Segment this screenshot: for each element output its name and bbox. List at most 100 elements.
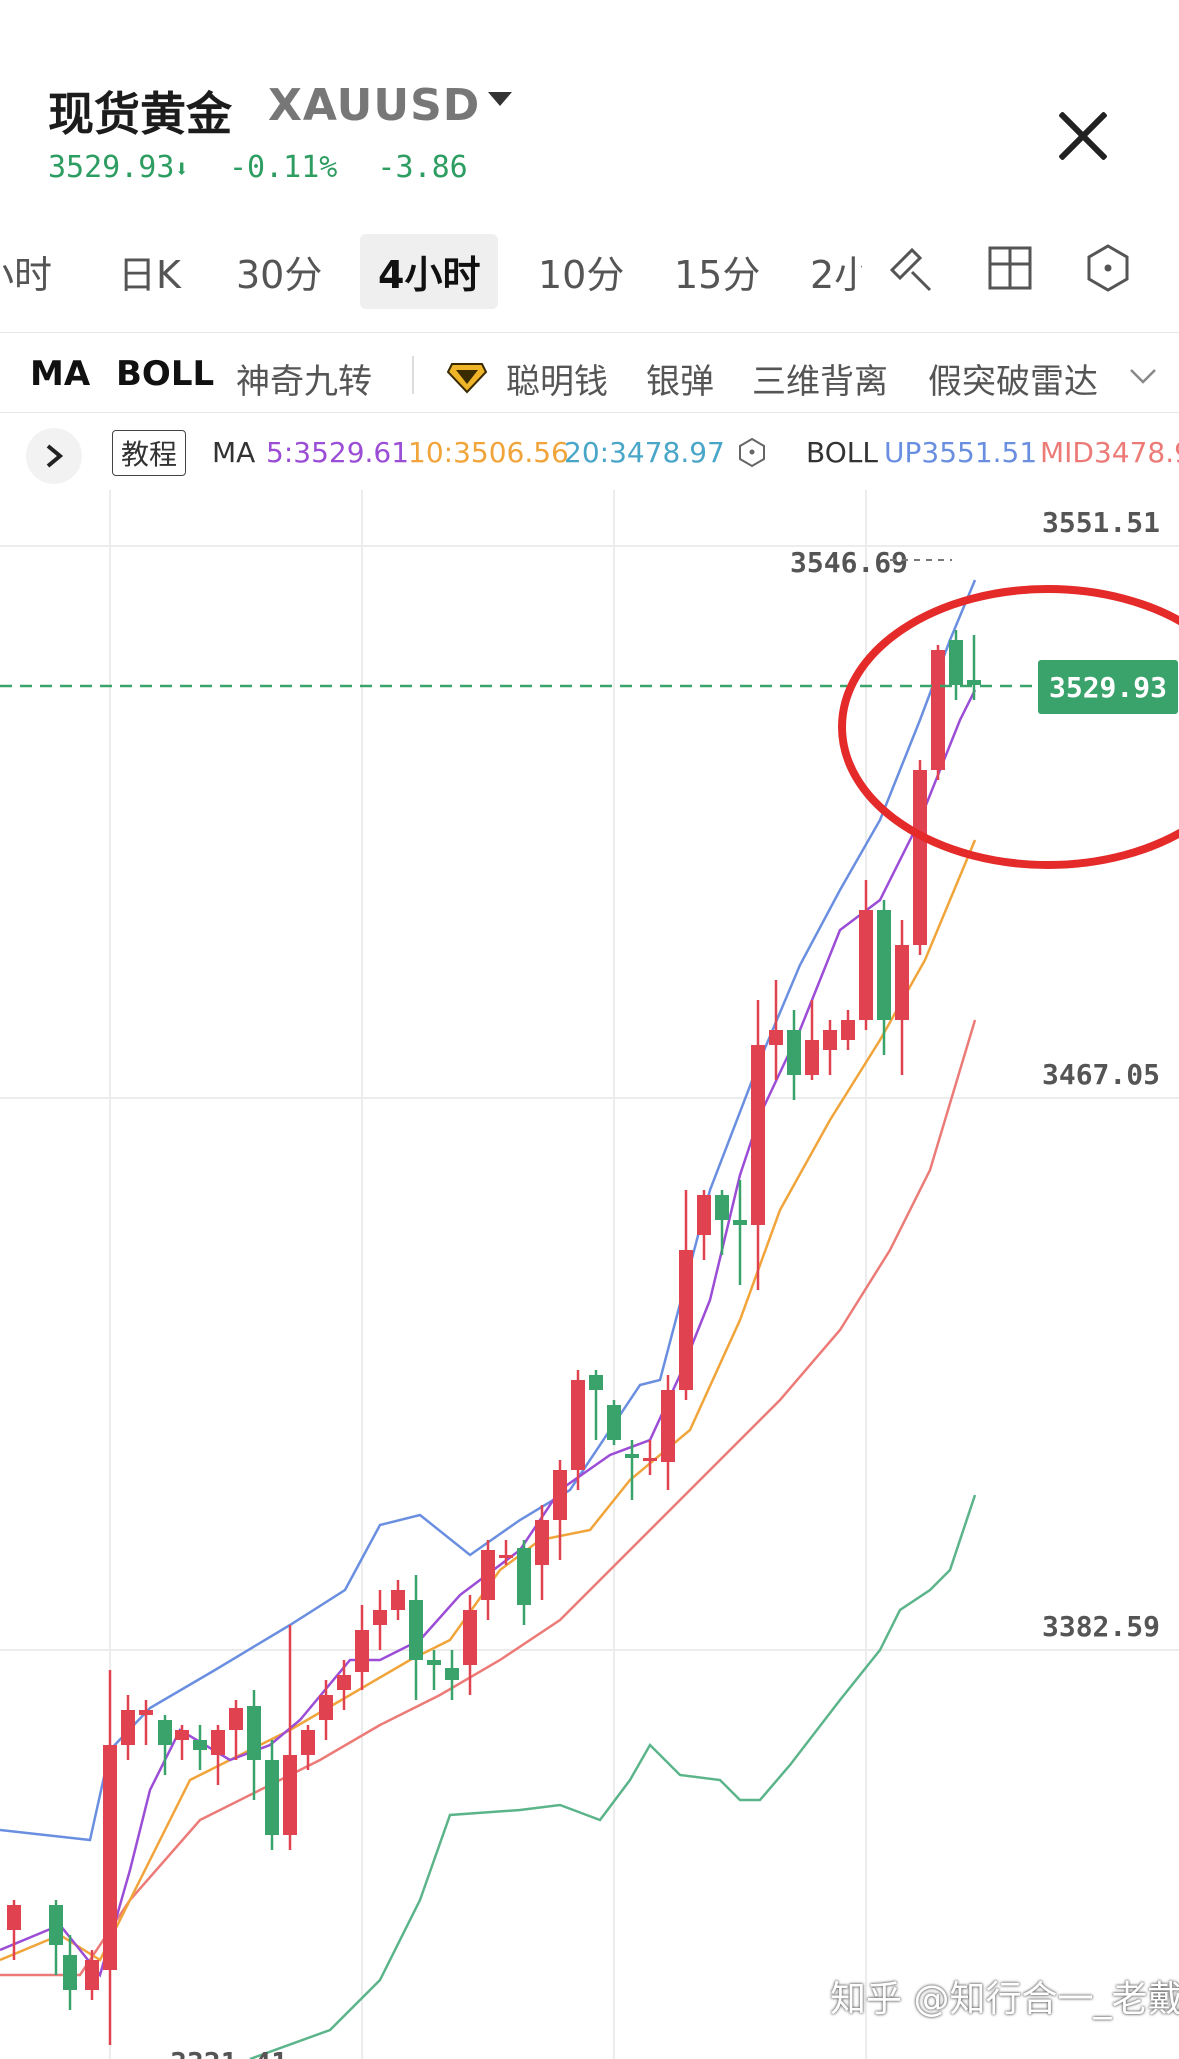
- candle-body: [553, 1470, 567, 1520]
- tab-10m[interactable]: 10分: [538, 253, 625, 297]
- tabs-divider: [0, 332, 1179, 333]
- candle-body: [337, 1675, 351, 1690]
- candle-body: [787, 1030, 801, 1075]
- legend-boll-label: BOLL: [806, 436, 878, 469]
- settings-hex-icon[interactable]: [1082, 242, 1134, 294]
- candle: [103, 1670, 117, 2045]
- candle: [247, 1690, 261, 1800]
- candle-body: [643, 1458, 657, 1461]
- expand-button[interactable]: [26, 428, 82, 484]
- candle: [463, 1595, 477, 1695]
- legend-ma10: 10:3506.56: [408, 436, 569, 469]
- candle-body: [139, 1710, 153, 1715]
- candle-body: [301, 1730, 315, 1755]
- legend-boll-up: UP3551.51: [884, 436, 1038, 469]
- indicator-3d-divergence[interactable]: 三维背离: [752, 362, 888, 402]
- candle: [787, 1010, 801, 1100]
- candle: [193, 1725, 207, 1770]
- candle-body: [661, 1390, 675, 1462]
- candle: [121, 1695, 135, 1760]
- candle-body: [517, 1548, 531, 1605]
- indicator-divider: [0, 412, 1179, 413]
- candle: [661, 1375, 675, 1490]
- candle: [445, 1650, 459, 1700]
- candle: [517, 1540, 531, 1625]
- candle: [319, 1680, 333, 1740]
- candle-body: [427, 1660, 441, 1665]
- draw-icon[interactable]: [886, 242, 938, 294]
- candle-body: [769, 1030, 783, 1045]
- last-price-badge: 3529.93: [1038, 660, 1178, 714]
- indicator-ma[interactable]: MA: [30, 354, 91, 394]
- chevron-down-icon[interactable]: [1128, 366, 1158, 386]
- ma10-line: [0, 839, 977, 1962]
- candle-body: [463, 1610, 477, 1665]
- candle-body: [103, 1745, 117, 1970]
- candle: [535, 1505, 549, 1600]
- candle: [607, 1400, 621, 1445]
- boll-lower-line: [249, 1494, 977, 2059]
- tab-4h[interactable]: 4小时: [360, 234, 499, 309]
- candle-body: [877, 910, 891, 1020]
- candle: [895, 920, 909, 1075]
- candle: [877, 900, 891, 1055]
- tab-hour[interactable]: 小时: [0, 253, 53, 297]
- candle-body: [481, 1550, 495, 1600]
- candle: [211, 1725, 225, 1785]
- tab-15m[interactable]: 15分: [674, 253, 761, 297]
- indicator-legend: 教程 MA 5:3529.61 10:3506.56 20:3478.97 BO…: [0, 418, 1179, 488]
- ma5-line: [0, 689, 977, 1978]
- candle-body: [607, 1405, 621, 1440]
- candle: [301, 1725, 315, 1770]
- indicator-fake-breakout[interactable]: 假突破雷达: [928, 362, 1098, 402]
- candle-body: [751, 1045, 765, 1225]
- change-percent: -0.11%: [228, 150, 338, 185]
- candle-body: [535, 1520, 549, 1565]
- y-tick-3: 3382.59: [1042, 1610, 1160, 1643]
- diamond-icon: [446, 363, 488, 394]
- candle: [373, 1590, 387, 1650]
- candle-body: [589, 1375, 603, 1390]
- candle: [553, 1460, 567, 1560]
- candle-body: [319, 1695, 333, 1720]
- close-icon[interactable]: [1055, 108, 1111, 164]
- candle-body: [63, 1955, 77, 1990]
- candle-body: [895, 945, 909, 1020]
- legend-ma5: 5:3529.61: [266, 436, 410, 469]
- candle-body: [625, 1454, 639, 1458]
- high-price-label: 3546.69: [790, 546, 908, 579]
- chart-grid: [0, 490, 1179, 2059]
- candle: [913, 760, 927, 955]
- candle-body: [697, 1195, 711, 1235]
- candle-body: [49, 1905, 63, 1945]
- legend-ma20: 20:3478.97: [564, 436, 725, 469]
- candle-body: [391, 1590, 405, 1610]
- candle-body: [499, 1555, 513, 1558]
- candle: [751, 1000, 765, 1290]
- settings-hex-icon[interactable]: [736, 436, 768, 468]
- tutorial-button[interactable]: 教程: [112, 430, 187, 476]
- tab-30m[interactable]: 30分: [236, 253, 323, 297]
- candlestick-chart[interactable]: 3546.69 3529.93 3551.51 3467.05 3382.59 …: [0, 490, 1179, 2059]
- candle-body: [121, 1710, 135, 1745]
- candle: [63, 1935, 77, 2010]
- candle: [427, 1650, 441, 1690]
- candle-body: [193, 1740, 207, 1750]
- indicator-magic-nine[interactable]: 神奇九转: [236, 362, 372, 402]
- indicator-boll[interactable]: BOLL: [116, 354, 215, 394]
- tab-2h[interactable]: 2小: [810, 253, 862, 297]
- candle-body: [247, 1706, 261, 1760]
- candle: [715, 1190, 729, 1255]
- indicator-smart-money[interactable]: 聪明钱: [506, 362, 608, 402]
- candle: [679, 1190, 693, 1400]
- instrument-symbol[interactable]: XAUUSD: [268, 80, 481, 131]
- candle-body: [373, 1610, 387, 1625]
- grid-icon[interactable]: [984, 242, 1036, 294]
- indicator-silver-bullet[interactable]: 银弹: [646, 362, 714, 402]
- candle: [625, 1440, 639, 1500]
- candle: [769, 980, 783, 1080]
- legend-ma-label: MA: [212, 436, 256, 469]
- tab-day[interactable]: 日K: [118, 253, 181, 297]
- candle: [265, 1740, 279, 1850]
- symbol-dropdown-icon[interactable]: [488, 92, 512, 106]
